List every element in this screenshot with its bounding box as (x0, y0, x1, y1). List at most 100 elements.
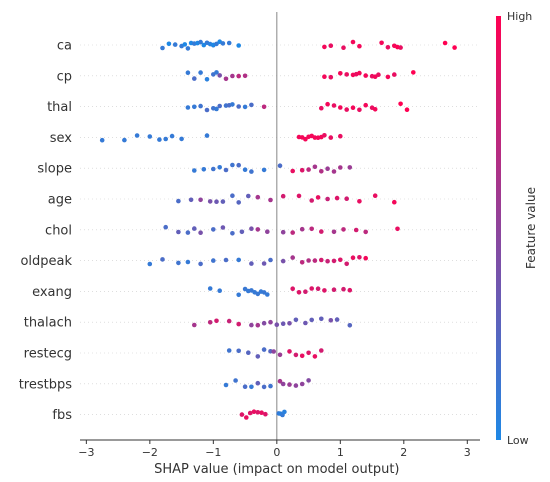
point-chol (341, 227, 346, 232)
point-exang (265, 292, 270, 297)
point-exang (341, 286, 346, 292)
x-tick-label: 0 (273, 446, 280, 459)
point-age (220, 199, 226, 204)
point-thal (204, 107, 210, 113)
feature-label-oldpeak: oldpeak (20, 254, 72, 269)
point-exang (303, 289, 308, 295)
point-fbs (255, 410, 261, 415)
x-tick-label: 1 (337, 446, 344, 459)
point-restecg (246, 350, 251, 356)
point-oldpeak (290, 255, 296, 260)
point-cp (242, 73, 248, 79)
point-ca (442, 40, 448, 46)
point-chol (163, 224, 168, 230)
point-age (280, 193, 286, 199)
feature-label-chol: chol (45, 223, 72, 238)
feature-label-thalach: thalach (24, 316, 72, 331)
point-chol (192, 226, 197, 231)
feature-label-ca: ca (57, 39, 72, 54)
point-cp (411, 70, 416, 75)
point-age (392, 199, 397, 205)
point-restecg (277, 352, 283, 358)
point-age (296, 193, 302, 199)
point-cp (385, 74, 391, 80)
point-oldpeak (147, 261, 153, 267)
point-fbs (251, 409, 257, 415)
point-chol (185, 230, 191, 235)
point-chol (220, 225, 226, 230)
point-slope (223, 167, 229, 173)
point-thalach (236, 321, 241, 327)
point-exang (331, 287, 337, 293)
point-chol (176, 229, 181, 235)
feature-label-age: age (48, 193, 72, 208)
point-age (198, 197, 203, 203)
point-cp (223, 76, 229, 82)
point-exang (347, 287, 353, 293)
point-thal (398, 101, 403, 107)
point-sex (122, 137, 127, 143)
point-ca (328, 43, 334, 48)
point-fbs (263, 411, 268, 417)
x-tick-label: −2 (142, 446, 158, 459)
point-slope (338, 165, 343, 170)
point-cp (185, 70, 191, 75)
point-age (372, 193, 378, 198)
point-restecg (271, 349, 277, 354)
feature-label-cp: cp (57, 69, 72, 84)
point-oldpeak (280, 258, 286, 264)
point-age (344, 196, 350, 201)
point-thalach (274, 322, 280, 328)
point-oldpeak (299, 260, 305, 265)
point-exang (207, 286, 213, 291)
point-cp (204, 77, 210, 82)
point-thalach (334, 317, 340, 322)
point-ca (182, 42, 188, 47)
point-exang (315, 286, 321, 292)
point-chol (211, 227, 216, 232)
feature-labels: ca cp thal sex slope age chol oldpeak exang thala… (19, 39, 73, 424)
point-thalach (287, 321, 292, 326)
point-ca (201, 42, 207, 48)
point-slope (261, 167, 267, 173)
point-slope (192, 168, 197, 173)
point-ca (166, 41, 172, 47)
point-ca (452, 45, 457, 50)
point-trestbps (249, 384, 254, 390)
point-restecg (293, 352, 299, 358)
point-trestbps (280, 381, 286, 387)
point-oldpeak (350, 255, 356, 260)
point-sex (179, 136, 184, 142)
point-sex (134, 133, 140, 138)
point-thal (242, 104, 248, 110)
point-oldpeak (236, 257, 241, 263)
point-thal (214, 106, 219, 112)
point-thalach (319, 316, 324, 322)
point-trestbps (223, 382, 229, 388)
point-cp (328, 74, 334, 80)
point-age (357, 199, 362, 204)
feature-label-fbs: fbs (52, 408, 72, 423)
point-slope (211, 166, 216, 172)
point-thal (350, 105, 356, 110)
point-chol (331, 229, 337, 235)
feature-label-sex: sex (50, 131, 73, 146)
point-chol (290, 230, 296, 235)
point-age (214, 199, 219, 204)
colorbar-title: Feature value (524, 187, 538, 269)
point-age (188, 197, 194, 203)
point-oldpeak (211, 258, 216, 263)
point-slope (331, 169, 337, 174)
row-guides (80, 44, 480, 415)
point-chol (299, 226, 305, 232)
point-cp (198, 70, 203, 75)
point-slope (236, 162, 241, 168)
point-chol (353, 227, 359, 233)
point-thal (198, 103, 203, 109)
point-sex (322, 133, 327, 138)
point-cp (392, 72, 397, 77)
point-age (207, 199, 213, 204)
x-tick-label: −3 (78, 446, 94, 459)
point-slope (277, 163, 283, 168)
